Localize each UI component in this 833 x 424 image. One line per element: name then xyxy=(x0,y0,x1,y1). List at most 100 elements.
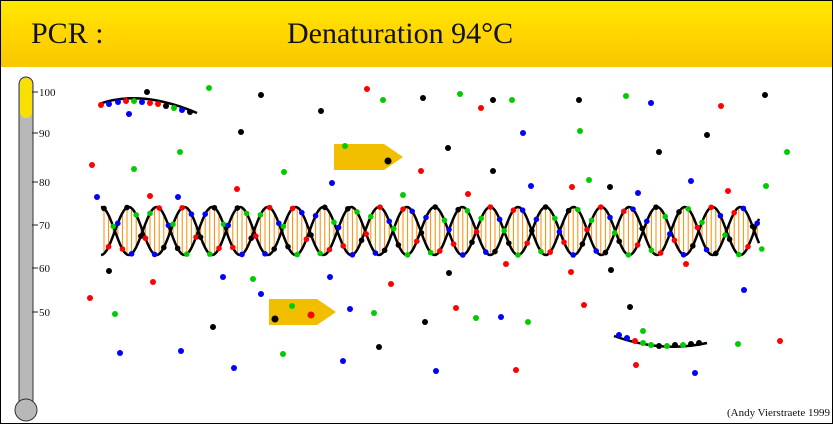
strand-nucleotide xyxy=(740,205,747,212)
strand-nucleotide xyxy=(303,236,310,243)
free-nucleotide xyxy=(220,274,226,280)
strand-nucleotide xyxy=(671,237,678,244)
strand-nucleotide xyxy=(188,211,195,217)
strand-nucleotide xyxy=(391,225,397,232)
strand-nucleotide xyxy=(731,209,737,216)
free-nucleotide xyxy=(388,281,394,287)
strand-nucleotide xyxy=(349,251,356,258)
free-nucleotide xyxy=(147,193,153,199)
strand-nucleotide xyxy=(542,204,549,210)
fragment-nucleotide xyxy=(187,109,193,115)
strand-nucleotide xyxy=(124,204,130,211)
strand-nucleotide xyxy=(625,252,632,258)
free-nucleotide xyxy=(250,276,256,282)
strand-nucleotide xyxy=(312,212,319,219)
strand-nucleotide xyxy=(441,217,448,224)
strand-nucleotide xyxy=(128,251,135,257)
fragment-nucleotide xyxy=(155,101,161,107)
strand-nucleotide xyxy=(230,244,236,251)
strand-nucleotide xyxy=(621,208,627,215)
strand-nucleotide xyxy=(115,220,121,227)
free-nucleotide xyxy=(422,319,428,325)
strand-nucleotide xyxy=(575,206,581,213)
strand-nucleotide xyxy=(414,238,420,245)
free-nucleotide xyxy=(234,186,240,192)
free-nucleotide xyxy=(656,149,662,155)
fragment-nucleotide xyxy=(98,102,104,108)
free-nucleotide xyxy=(206,85,212,91)
free-nucleotide xyxy=(106,268,112,274)
dna-strand-upper xyxy=(100,205,761,257)
strand-nucleotide xyxy=(745,243,751,250)
strand-nucleotide xyxy=(561,239,567,246)
fragment-nucleotide xyxy=(672,342,678,348)
strand-nucleotide xyxy=(437,248,443,254)
strand-nucleotide xyxy=(147,210,153,217)
strand-nucleotide xyxy=(680,251,687,258)
free-nucleotide xyxy=(318,108,324,114)
fragment-nucleotide xyxy=(632,338,638,344)
strand-nucleotide xyxy=(174,245,181,252)
strand-nucleotide xyxy=(510,207,517,213)
strand-nucleotide xyxy=(653,204,659,210)
strand-nucleotide xyxy=(492,248,498,255)
strand-nucleotide xyxy=(326,246,333,253)
single-strand-fragment-top xyxy=(98,89,198,117)
free-nucleotide xyxy=(465,191,471,197)
strand-nucleotide xyxy=(170,221,176,228)
strand-nucleotide xyxy=(184,251,190,257)
strand-nucleotide xyxy=(657,250,664,256)
fragment-nucleotide xyxy=(624,335,630,341)
strand-nucleotide xyxy=(322,204,328,211)
strand-nucleotide xyxy=(607,214,613,221)
free-nucleotide xyxy=(112,311,118,317)
strand-nucleotide xyxy=(487,204,494,210)
strand-nucleotide xyxy=(529,227,535,234)
strand-nucleotide xyxy=(446,226,452,233)
strand-nucleotide xyxy=(193,234,199,240)
strand-nucleotide xyxy=(644,218,650,225)
strand-nucleotide xyxy=(634,242,641,248)
free-nucleotide xyxy=(627,304,633,310)
thermometer-bulb xyxy=(14,398,38,422)
free-nucleotide xyxy=(446,270,452,276)
strand-nucleotide xyxy=(216,245,222,252)
primer-bottom xyxy=(269,299,336,325)
strand-nucleotide xyxy=(667,231,673,237)
free-nucleotide xyxy=(347,306,353,312)
strand-nucleotide xyxy=(584,226,590,233)
strand-nucleotide xyxy=(248,235,254,242)
strand-nucleotide xyxy=(754,220,760,227)
strand-nucleotide xyxy=(345,205,351,212)
strand-nucleotide xyxy=(506,240,512,246)
free-nucleotide xyxy=(175,194,181,200)
strand-nucleotide xyxy=(690,243,696,249)
strand-nucleotide xyxy=(501,227,508,234)
strand-nucleotide xyxy=(713,250,719,257)
strand-nucleotide xyxy=(101,205,107,212)
strand-nucleotide xyxy=(427,249,434,256)
free-nucleotide xyxy=(418,168,424,174)
strand-nucleotide xyxy=(400,206,406,212)
strand-nucleotide xyxy=(464,207,471,214)
strand-nucleotide xyxy=(299,209,305,216)
strand-nucleotide xyxy=(570,252,576,258)
free-nucleotide xyxy=(513,367,519,373)
strand-nucleotide xyxy=(372,250,379,256)
strand-nucleotide xyxy=(473,229,480,235)
free-nucleotide xyxy=(718,103,724,109)
strand-nucleotide xyxy=(220,221,227,228)
strand-nucleotide xyxy=(547,249,553,255)
fragment-nucleotide xyxy=(656,343,662,349)
free-nucleotide xyxy=(683,261,689,267)
strand-nucleotide xyxy=(759,246,765,252)
free-nucleotide xyxy=(178,348,184,354)
free-nucleotide xyxy=(453,305,459,311)
strand-nucleotide xyxy=(119,246,126,252)
strand-nucleotide xyxy=(257,212,264,218)
strand-nucleotide xyxy=(294,251,301,258)
free-nucleotide xyxy=(509,97,515,103)
free-nucleotide xyxy=(177,149,183,155)
free-nucleotide xyxy=(258,92,264,98)
